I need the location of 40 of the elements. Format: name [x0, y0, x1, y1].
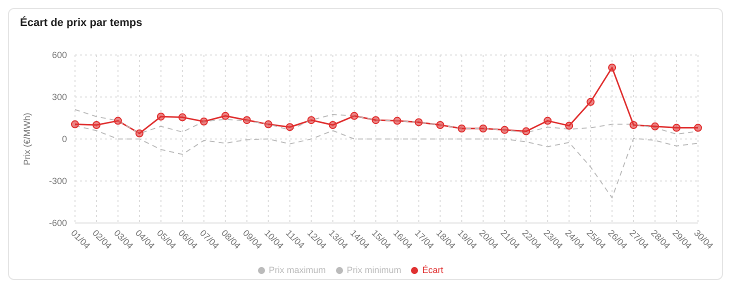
point — [414, 118, 423, 126]
y-tick-label: -300 — [48, 176, 67, 186]
y-tick-label: -600 — [48, 218, 67, 228]
point — [307, 116, 316, 124]
point — [200, 118, 208, 126]
point — [264, 120, 272, 128]
point — [242, 116, 251, 124]
point — [672, 124, 681, 132]
point — [156, 112, 165, 121]
point — [522, 127, 530, 136]
y-tick-label: 0 — [62, 134, 67, 144]
point — [221, 112, 230, 120]
point — [135, 129, 144, 138]
y-axis-title: Prix (€/MWh) — [22, 112, 32, 166]
point — [350, 112, 358, 120]
point — [436, 121, 444, 129]
point — [651, 122, 660, 130]
point — [500, 126, 509, 134]
point — [286, 123, 294, 132]
point — [479, 124, 488, 132]
point — [694, 124, 702, 132]
point — [114, 116, 122, 125]
point — [458, 124, 466, 132]
legend-label: Prix maximum — [268, 265, 326, 275]
point — [372, 116, 380, 124]
legend-label: Prix minimum — [346, 265, 402, 275]
legend-label: Écart — [422, 265, 444, 275]
point — [630, 121, 638, 129]
point — [92, 121, 100, 129]
point — [586, 98, 595, 106]
point — [608, 64, 616, 72]
point — [544, 116, 552, 125]
point — [71, 120, 79, 128]
y-tick-label: 600 — [52, 50, 67, 60]
chart-title: Écart de prix par temps — [20, 17, 142, 29]
point — [328, 121, 337, 129]
point — [178, 113, 186, 122]
y-tick-label: 300 — [52, 92, 67, 102]
point — [565, 122, 574, 130]
point — [393, 116, 402, 125]
